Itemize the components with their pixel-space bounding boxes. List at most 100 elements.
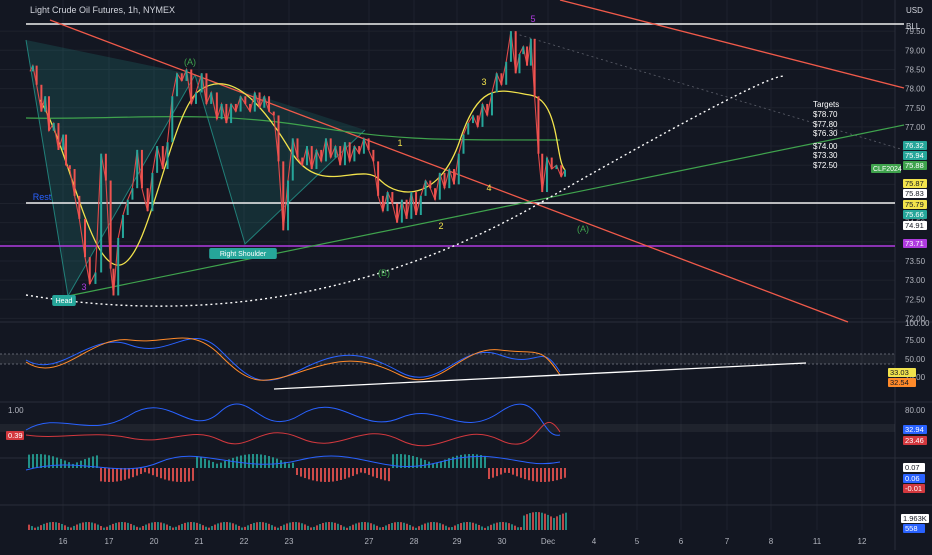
- volume-bar: [202, 525, 204, 530]
- hist-bar: [196, 456, 198, 468]
- currency-label[interactable]: USD: [906, 6, 923, 15]
- candle: [190, 69, 193, 104]
- hist-bar: [32, 454, 34, 468]
- volume-bar: [265, 522, 267, 530]
- hist-bar: [420, 458, 422, 468]
- volume-bar: [91, 522, 93, 530]
- time-tick: 4: [592, 537, 597, 546]
- candle: [419, 195, 422, 216]
- volume-bar: [166, 524, 168, 530]
- candle: [104, 153, 107, 181]
- volume-bar: [562, 513, 564, 530]
- price-label-text: 75.87: [905, 179, 924, 188]
- price-label-bg: [903, 210, 927, 219]
- hist-bar: [180, 468, 182, 482]
- candle: [151, 172, 154, 212]
- candle: [324, 138, 327, 162]
- candle: [526, 46, 529, 66]
- hist-bar: [52, 456, 54, 468]
- pane2-blue: [25, 403, 561, 436]
- price-tick: 77.50: [905, 104, 926, 113]
- candle: [564, 169, 566, 177]
- wave-label: (B): [378, 268, 390, 278]
- pane2-label-bg: [903, 436, 927, 445]
- price-label-bg: [903, 189, 927, 198]
- time-tick: 30: [498, 537, 507, 546]
- price-label-bg: [903, 141, 927, 150]
- hist-bar: [124, 468, 126, 480]
- volume-bar: [124, 522, 126, 530]
- volume-label-bg: [901, 514, 929, 523]
- volume-bar: [169, 525, 171, 530]
- volume-bar: [175, 526, 177, 530]
- volume-bar: [433, 522, 435, 530]
- pane2-tick: 80.00: [905, 406, 926, 415]
- volume-bar: [277, 527, 279, 530]
- chart-drawings: [0, 0, 905, 323]
- hist-bar: [208, 460, 210, 468]
- candle: [73, 169, 76, 196]
- price-tick: 73.50: [905, 257, 926, 266]
- candle: [244, 96, 247, 104]
- volume-bar: [172, 527, 174, 530]
- volume-bar: [130, 523, 132, 530]
- hist-bar: [152, 468, 154, 476]
- hist-bar: [172, 468, 174, 482]
- time-axis[interactable]: 16 17 20 21 22 23 27 28 29 30 Dec 4 5 6 7 8 11 12: [59, 537, 867, 546]
- time-tick: 11: [813, 537, 822, 546]
- candle: [215, 92, 218, 120]
- volume-bar: [37, 526, 39, 530]
- volume-bar: [94, 523, 96, 530]
- hist-bar: [204, 458, 206, 468]
- hist-bar: [332, 468, 334, 482]
- candle: [94, 272, 97, 284]
- wave-label: 5: [530, 14, 535, 24]
- wave-label: 2: [438, 221, 443, 231]
- volume-bar: [538, 512, 540, 530]
- price-tick: 73.00: [905, 276, 926, 285]
- volume-bar: [376, 525, 378, 530]
- hist-bar: [408, 455, 410, 468]
- unit-label[interactable]: BLL: [906, 22, 921, 31]
- hist-bar: [460, 454, 462, 468]
- hist-bar: [28, 454, 30, 468]
- price-tick: 72.50: [905, 295, 926, 304]
- candle: [522, 46, 525, 55]
- volume-bar: [229, 522, 231, 530]
- candle: [185, 69, 188, 81]
- candle: [146, 188, 149, 212]
- pane2-label-bg: [903, 425, 927, 434]
- hist-bar: [120, 468, 122, 481]
- hist-bar: [388, 468, 390, 482]
- volume-bar: [550, 516, 552, 530]
- hist-bar: [344, 468, 346, 479]
- hist-bar: [476, 454, 478, 468]
- hist-bar: [232, 457, 234, 468]
- volume-bar: [535, 512, 537, 530]
- hist-bar: [304, 468, 306, 479]
- volume-bar: [187, 522, 189, 530]
- volume-bar: [451, 527, 453, 530]
- hist-bar: [256, 454, 258, 468]
- candle: [329, 138, 332, 158]
- hist-bar: [364, 468, 366, 474]
- volume-bar: [382, 526, 384, 530]
- osc-tick: 25.00: [905, 373, 926, 382]
- volume-bar: [112, 523, 114, 530]
- hist-bar: [492, 468, 494, 478]
- candle: [131, 188, 134, 200]
- pane3-label-bg: [903, 474, 925, 483]
- hist-bar: [100, 468, 102, 482]
- candle: [438, 172, 441, 200]
- volume-bar: [151, 522, 153, 530]
- candle: [78, 195, 81, 219]
- time-tick: 8: [769, 537, 774, 546]
- volume-bar: [370, 523, 372, 530]
- volume-bar: [424, 523, 426, 530]
- candle: [367, 138, 370, 150]
- volume-bar: [394, 522, 396, 530]
- hist-bar: [64, 460, 66, 468]
- volume-bar: [358, 522, 360, 530]
